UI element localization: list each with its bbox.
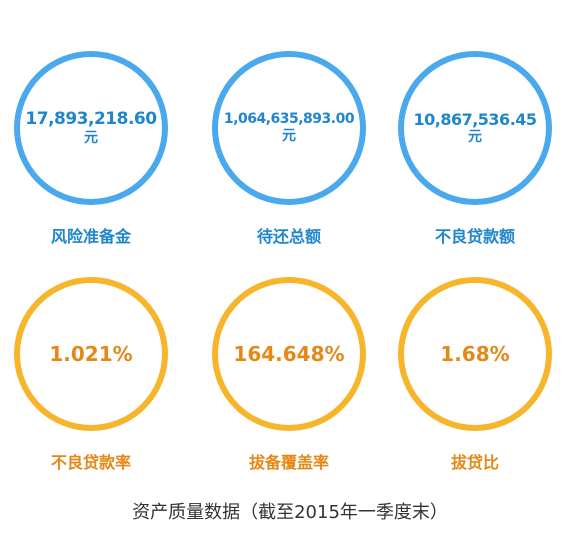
bad-loan-amount-label: 不良贷款额 <box>434 227 515 246</box>
total-outstanding-value: 1,064,635,893.00 <box>223 110 355 127</box>
bad-loan-ratio-label: 不良贷款率 <box>50 453 131 472</box>
footer-caption: 资产质量数据（截至2015年一季度末） <box>132 502 448 523</box>
bad-loan-amount-unit: 元 <box>468 129 482 146</box>
total-outstanding-circle: 1,064,635,893.00 元 <box>212 51 366 205</box>
bad-loan-amount-value: 10,867,536.45 <box>413 109 537 129</box>
risk-reserve-circle: 17,893,218.60 元 <box>14 51 168 205</box>
risk-reserve-unit: 元 <box>84 129 98 146</box>
risk-reserve-value: 17,893,218.60 <box>25 108 157 129</box>
total-outstanding-label: 待还总额 <box>256 227 321 246</box>
bad-loan-ratio-value: 1.021% <box>49 342 133 366</box>
risk-reserve-label: 风险准备金 <box>50 227 131 246</box>
total-outstanding-unit: 元 <box>282 128 296 144</box>
bad-loan-amount-circle: 10,867,536.45 元 <box>398 51 552 205</box>
provision-coverage-value: 164.648% <box>233 342 345 366</box>
bad-loan-ratio-circle: 1.021% <box>14 277 168 431</box>
provision-coverage-circle: 164.648% <box>212 277 366 431</box>
provision-loan-ratio-value: 1.68% <box>440 342 510 366</box>
provision-loan-ratio-circle: 1.68% <box>398 277 552 431</box>
provision-coverage-label: 拔备覆盖率 <box>248 453 329 472</box>
provision-loan-ratio-label: 拔贷比 <box>450 453 499 472</box>
